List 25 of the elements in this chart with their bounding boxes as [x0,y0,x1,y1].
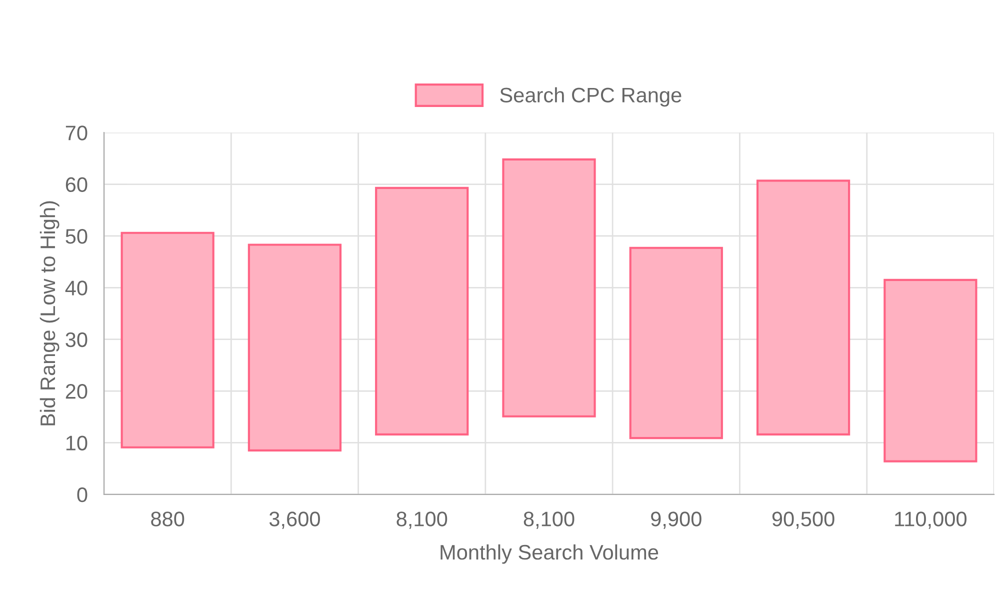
x-tick-label: 90,500 [772,512,834,529]
x-tick-label: 8,100 [396,512,448,529]
y-tick-label: 60 [66,177,88,192]
y-tick-label: 30 [66,332,88,348]
x-tick-label: 9,900 [651,512,702,529]
legend-label: Search CPC Range [500,87,682,107]
bar [756,180,850,436]
y-tick-label: 40 [65,280,88,296]
y-tick-label: 70 [66,126,88,140]
y-axis-title: Bid Range (Low to High) [40,201,60,426]
x-tick-label: 880 [151,512,184,526]
x-axis-title: Monthly Search Volume [440,544,658,564]
bar [248,244,342,452]
x-tick-label: 3,600 [269,512,320,529]
y-tick-label: 20 [66,384,88,399]
bar [502,158,596,418]
bar [120,232,214,448]
y-tick-label: 0 [77,487,88,502]
bar [884,278,978,462]
y-tick-label: 50 [66,228,88,244]
y-tick-label: 10 [66,436,88,450]
x-tick-label: 110,000 [895,512,967,529]
bar [375,186,469,436]
x-tick-label: 8,100 [524,512,574,529]
bar [629,246,723,440]
